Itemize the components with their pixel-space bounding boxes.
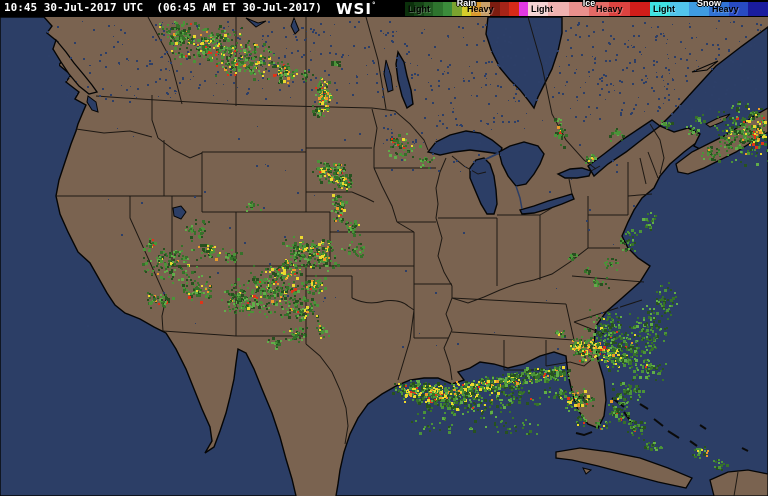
lake-winnipegosis bbox=[383, 59, 394, 93]
lake-ontario bbox=[556, 167, 592, 179]
small-lakes-speckles bbox=[47, 20, 762, 350]
legend-title: Snow bbox=[697, 0, 721, 8]
wsi-logo-mark: ° bbox=[371, 1, 377, 9]
hudson-bay bbox=[485, 17, 563, 110]
legend-group-rain: Rain Light Heavy bbox=[405, 0, 529, 17]
pacific-ocean bbox=[0, 17, 297, 496]
great-salt-lake bbox=[172, 205, 187, 220]
lake-michigan bbox=[469, 157, 498, 215]
lake-huron bbox=[498, 141, 545, 187]
political-borders bbox=[56, 17, 739, 496]
vancouver-island bbox=[52, 38, 99, 95]
header-bar: 10:45 30-Jul-2017 UTC (06:45 AM ET 30-Ju… bbox=[0, 0, 768, 18]
radar-map bbox=[0, 17, 768, 496]
wsi-logo: WSI° bbox=[336, 0, 377, 18]
legend-group-ice: Ice Light Heavy bbox=[528, 0, 650, 17]
legend-colorbar-rain bbox=[405, 2, 529, 16]
radar-echoes bbox=[142, 21, 768, 471]
lake-winnipeg bbox=[395, 50, 414, 110]
hispaniola bbox=[709, 469, 768, 496]
legend-colorbar-ice bbox=[528, 2, 650, 16]
detroit-river bbox=[515, 185, 523, 210]
lake-superior bbox=[426, 130, 503, 156]
puget-sound bbox=[86, 95, 99, 113]
st-lawrence-river bbox=[587, 119, 662, 178]
legend-heavy-label: Heavy bbox=[596, 4, 623, 14]
legend-heavy-label: Heavy bbox=[712, 4, 739, 14]
mackinac-strait bbox=[483, 152, 500, 161]
timestamp-text: 10:45 30-Jul-2017 UTC (06:45 AM ET 30-Ju… bbox=[4, 1, 322, 14]
anticosti-island bbox=[691, 60, 719, 73]
legend-light-label: Light bbox=[408, 4, 430, 14]
legend-light-label: Light bbox=[531, 4, 553, 14]
cuba bbox=[555, 447, 693, 489]
lake-erie bbox=[518, 193, 575, 215]
lake-athabasca bbox=[245, 17, 267, 28]
legend-title: Ice bbox=[582, 0, 596, 8]
legend-colorbar-snow bbox=[650, 2, 768, 16]
reindeer-lake bbox=[290, 17, 300, 35]
precip-legend: Rain Light Heavy Ice Light Heavy Snow Light Heav… bbox=[405, 0, 768, 17]
legend-group-snow: Snow Light Heavy bbox=[650, 0, 768, 17]
legend-light-label: Light bbox=[653, 4, 675, 14]
legend-title: Rain bbox=[456, 0, 477, 8]
radar-map-canvas bbox=[0, 17, 768, 496]
isle-of-youth bbox=[582, 467, 593, 475]
legend-heavy-label: Heavy bbox=[467, 4, 494, 14]
